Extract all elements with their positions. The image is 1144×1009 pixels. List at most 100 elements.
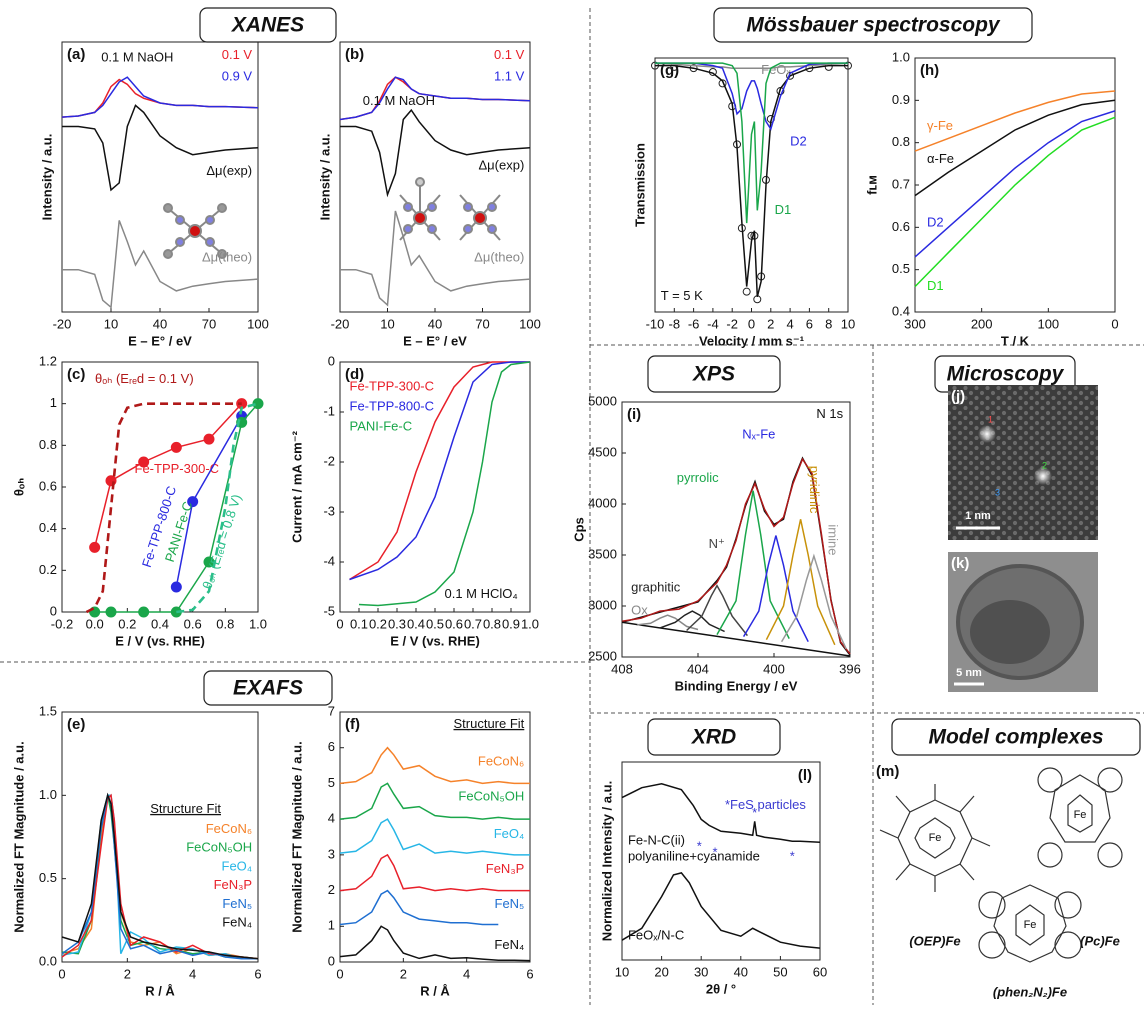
x-tick-label: 0 [336, 966, 343, 981]
series-label: 0.9 V [222, 69, 253, 84]
x-tick-label: 200 [971, 316, 993, 331]
panel-label: (e) [67, 716, 85, 733]
y-tick-label: 0.9 [892, 92, 910, 107]
section-title: XRD [691, 726, 736, 749]
x-tick-label: 70 [202, 316, 216, 331]
y-tick-label: -5 [323, 603, 335, 618]
series-label: 1.1 V [494, 69, 525, 84]
series-label: FeO₄ [222, 858, 253, 873]
x-tick-label: -10 [646, 316, 665, 331]
section-title: Microscopy [947, 363, 1065, 386]
x-tick-label: 0.2 [118, 616, 136, 631]
y-tick-label: 0.5 [892, 261, 910, 276]
series-label: pyrrolic [677, 470, 719, 485]
y-tick-label: 5000 [588, 393, 617, 408]
series-label: FeN₄ [494, 937, 524, 952]
series-line [914, 110, 1116, 258]
series-label: D2 [927, 215, 944, 230]
y-tick-label: 0.5 [39, 870, 57, 885]
legend-title: Structure Fit [454, 716, 525, 731]
y-tick-label: 3500 [588, 546, 617, 561]
peak-mark: * [713, 845, 718, 860]
series-line [780, 553, 847, 650]
series-line [339, 76, 531, 121]
y-tick-label: 0.7 [892, 176, 910, 191]
y-tick-label: 7 [328, 703, 335, 718]
x-tick-label: 70 [475, 316, 489, 331]
x-tick-label: 30 [694, 964, 708, 979]
series-line [914, 99, 1116, 197]
x-tick-label: 6 [254, 966, 261, 981]
series-line [659, 610, 725, 633]
series-label: Δμ(exp) [206, 163, 252, 178]
series-line [339, 889, 499, 926]
x-axis-label: E – E° / eV [403, 333, 467, 348]
data-point [203, 433, 215, 445]
structure-name: (OEP)Fe [909, 933, 960, 948]
x-tick-label: 0 [336, 616, 343, 631]
data-point [187, 496, 199, 508]
x-tick-label: 0.8 [483, 616, 501, 631]
data-point [89, 541, 101, 553]
series-line [349, 361, 530, 581]
x-axis-label: Velocity / mm s⁻¹ [699, 333, 804, 348]
y-tick-label: 1.0 [39, 787, 57, 802]
y-tick-label: 0 [50, 603, 57, 618]
series-line [349, 361, 530, 581]
annotation: 0.1 M NaOH [363, 93, 435, 108]
bright-atom [1034, 467, 1052, 485]
series-label: Fe-N-C(ii) [628, 833, 685, 848]
panel-label: (c) [67, 366, 85, 383]
series-line [655, 62, 848, 224]
x-tick-label: 300 [904, 316, 926, 331]
series-line [339, 746, 530, 785]
x-tick-label: 20 [654, 964, 668, 979]
x-tick-label: -4 [707, 316, 719, 331]
series-label: Nₓ-Fe [742, 427, 775, 442]
data-point [170, 441, 182, 453]
y-tick-label: 0.2 [39, 562, 57, 577]
x-tick-label: 100 [1037, 316, 1059, 331]
series-line [742, 535, 809, 643]
y-tick-label: 6 [328, 739, 335, 754]
series-label: FeN₃P [486, 861, 525, 876]
x-tick-label: 0 [58, 966, 65, 981]
x-axis-label: Binding Energy / eV [675, 678, 798, 693]
peak-mark: * [752, 805, 757, 820]
series-line [655, 62, 848, 131]
series-label: FeCoN₅OH [458, 788, 524, 803]
section-box [199, 7, 337, 43]
series-label: FeCoN₆ [478, 753, 524, 768]
series-line [340, 210, 531, 307]
y-axis-label: θₒₕ [11, 478, 26, 496]
y-tick-label: -4 [323, 553, 335, 568]
x-tick-label: 404 [687, 661, 709, 676]
x-tick-label: 408 [611, 661, 633, 676]
panel-label: (b) [345, 46, 364, 63]
x-axis-label: E – E° / eV [128, 333, 192, 348]
y-axis-label: Intensity / a.u. [317, 134, 332, 221]
metal-label: Fe [1074, 809, 1087, 821]
x-tick-label: 40 [734, 964, 748, 979]
y-tick-label: 0.4 [39, 520, 57, 535]
x-tick-label: 0.7 [464, 616, 482, 631]
y-tick-label: 2500 [588, 648, 617, 663]
data-point [138, 456, 150, 468]
x-tick-label: 2 [767, 316, 774, 331]
x-tick-label: -6 [688, 316, 700, 331]
site-label: 2 [1042, 460, 1047, 470]
section-title: XPS [692, 363, 735, 386]
data-point [105, 606, 117, 618]
peak-mark: * [697, 839, 702, 854]
x-tick-label: 0.6 [445, 616, 463, 631]
y-tick-label: 1.0 [892, 49, 910, 64]
molecule-inset [399, 177, 501, 241]
series-label: N⁺ [709, 536, 725, 551]
y-tick-label: 0 [328, 953, 335, 968]
series-line [686, 584, 748, 637]
y-tick-label: 1.2 [39, 353, 57, 368]
y-tick-label: 0.0 [39, 953, 57, 968]
section-title: Mössbauer spectroscopy [746, 14, 1001, 37]
annotation: 0.1 M NaOH [101, 50, 173, 65]
